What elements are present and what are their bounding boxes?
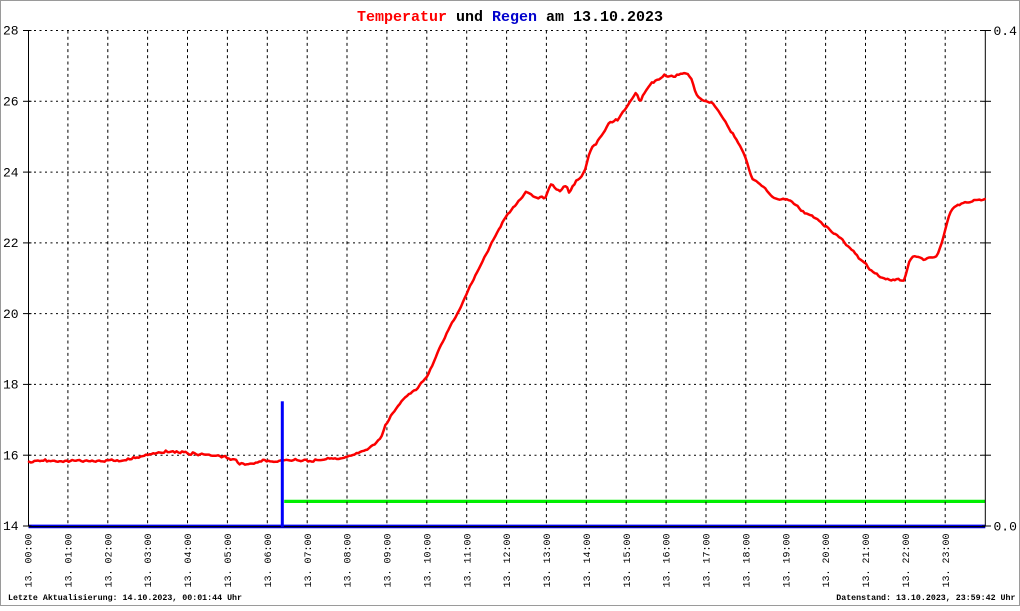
svg-text:13. 13:00: 13. 13:00 [543, 533, 554, 587]
svg-text:13. 09:00: 13. 09:00 [384, 533, 395, 587]
svg-text:13. 08:00: 13. 08:00 [344, 533, 355, 587]
svg-text:13. 07:00: 13. 07:00 [304, 533, 315, 587]
svg-text:13. 22:00: 13. 22:00 [902, 533, 913, 587]
svg-text:13. 00:00: 13. 00:00 [25, 533, 36, 587]
svg-text:14: 14 [3, 519, 19, 534]
svg-text:13. 10:00: 13. 10:00 [423, 533, 434, 587]
svg-text:13. 14:00: 13. 14:00 [583, 533, 594, 587]
svg-text:Datenstand: 13.10.2023, 23:59:: Datenstand: 13.10.2023, 23:59:42 Uhr [836, 593, 1015, 603]
svg-text:26: 26 [3, 95, 19, 110]
svg-text:24: 24 [3, 165, 19, 180]
svg-text:13. 02:00: 13. 02:00 [104, 533, 115, 587]
svg-text:18: 18 [3, 378, 19, 393]
svg-text:13. 16:00: 13. 16:00 [663, 533, 674, 587]
svg-text:13. 18:00: 13. 18:00 [742, 533, 753, 587]
svg-text:Temperatur und Regen am 13.10.: Temperatur und Regen am 13.10.2023 [357, 9, 663, 26]
svg-text:28: 28 [3, 24, 19, 39]
svg-text:22: 22 [3, 236, 19, 251]
svg-text:13. 23:00: 13. 23:00 [942, 533, 953, 587]
svg-text:20: 20 [3, 307, 19, 322]
svg-text:13. 15:00: 13. 15:00 [623, 533, 634, 587]
svg-text:0.0: 0.0 [994, 519, 1017, 534]
svg-text:Letzte Aktualisierung: 14.10.2: Letzte Aktualisierung: 14.10.2023, 00:01… [8, 593, 242, 603]
svg-text:0.4: 0.4 [994, 24, 1018, 39]
svg-text:13. 06:00: 13. 06:00 [264, 533, 275, 587]
svg-text:13. 05:00: 13. 05:00 [224, 533, 235, 587]
svg-text:16: 16 [3, 448, 19, 463]
svg-text:13. 12:00: 13. 12:00 [503, 533, 514, 587]
svg-text:13. 17:00: 13. 17:00 [703, 533, 714, 587]
svg-text:13. 21:00: 13. 21:00 [862, 533, 873, 587]
svg-text:13. 04:00: 13. 04:00 [184, 533, 195, 587]
svg-text:13. 20:00: 13. 20:00 [822, 533, 833, 587]
svg-text:13. 01:00: 13. 01:00 [65, 533, 76, 587]
svg-text:13. 11:00: 13. 11:00 [463, 533, 474, 587]
svg-text:13. 19:00: 13. 19:00 [782, 533, 793, 587]
svg-text:13. 03:00: 13. 03:00 [144, 533, 155, 587]
